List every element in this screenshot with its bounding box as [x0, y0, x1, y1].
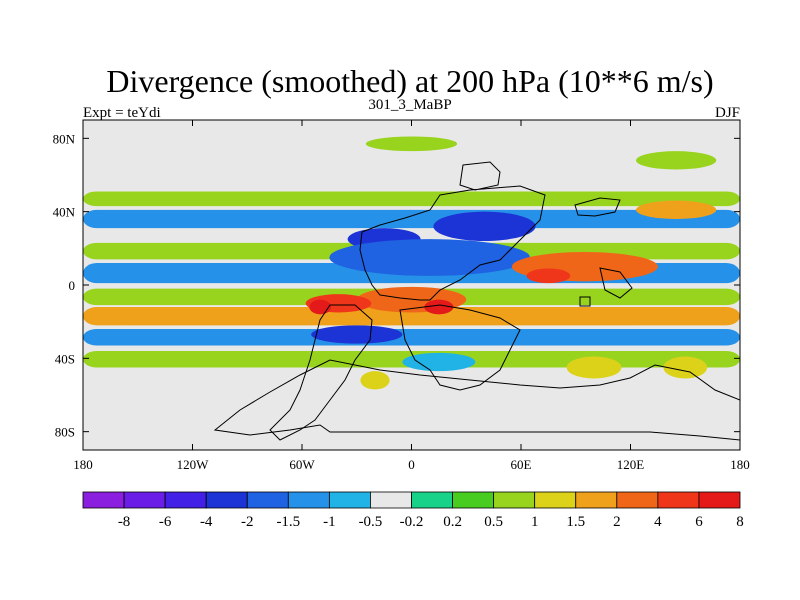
- field-blob: [311, 325, 403, 344]
- x-tick-label: 180: [730, 457, 750, 472]
- coastline-antarctica: [213, 359, 740, 441]
- colorbar-swatch: [575, 491, 618, 509]
- y-tick-label: 80N: [53, 131, 76, 146]
- colorbar-label: 1: [531, 514, 539, 530]
- colorbar-swatch: [411, 491, 453, 509]
- field-blob: [329, 239, 531, 276]
- field-blob: [566, 356, 622, 379]
- y-tick-label: 80S: [55, 425, 75, 440]
- field-blob: [635, 151, 717, 170]
- colorbar-swatch: [164, 491, 207, 509]
- colorbar-swatch: [452, 491, 495, 509]
- field-band: [83, 307, 740, 326]
- colorbar-swatch: [246, 491, 289, 509]
- field-band: [83, 209, 740, 229]
- field-blob: [402, 352, 476, 372]
- colorbar-swatch: [205, 491, 248, 509]
- field-blob: [309, 299, 332, 315]
- field-blob: [635, 200, 717, 219]
- colorbar-swatch: [82, 491, 125, 509]
- colorbar-label: 8: [736, 514, 744, 530]
- field-band: [83, 329, 740, 346]
- colorbar-label: -6: [159, 514, 172, 530]
- coastline-eurasia-africa: [399, 197, 633, 391]
- colorbar-swatch: [328, 491, 371, 509]
- colorbar-swatch: [493, 491, 536, 509]
- colorbar-swatch: [534, 491, 577, 509]
- chart-title: Divergence (smoothed) at 200 hPa (10**6 …: [106, 63, 713, 99]
- coastline-outlines: [213, 161, 740, 441]
- y-axis: 80N 40N 0 40S 80S: [53, 131, 740, 440]
- y-tick-label: 40S: [55, 351, 75, 366]
- colorbar: -8 -6 -4 -2 -1.5 -1 -0.5 -0.2 0.2 0.5 1 1.5 2 4 6 8: [82, 491, 744, 530]
- colorbar-swatch: [123, 491, 166, 509]
- colorbar-label: 1.5: [566, 514, 585, 530]
- field-blob: [663, 356, 708, 379]
- colorbar-label: -1: [323, 514, 336, 530]
- field-band: [83, 376, 740, 395]
- subtitle-right: DJF: [715, 105, 740, 121]
- colorbar-swatch: [287, 491, 330, 509]
- x-tick-label: 120W: [177, 457, 210, 472]
- x-tick-label: 120E: [617, 457, 645, 472]
- field-blob: [433, 211, 536, 241]
- colorbar-label: -8: [118, 514, 131, 530]
- colorbar-label: -1.5: [276, 514, 300, 530]
- divergence-field: [83, 136, 740, 395]
- x-tick-label: 60W: [289, 457, 315, 472]
- colorbar-label: 6: [695, 514, 703, 530]
- colorbar-label: 2: [613, 514, 621, 530]
- colorbar-label: -0.5: [359, 514, 383, 530]
- field-blob: [360, 371, 390, 390]
- plot-area: [83, 120, 740, 450]
- x-tick-label: 60E: [511, 457, 532, 472]
- x-tick-label: 180: [73, 457, 93, 472]
- x-tick-label: 0: [408, 457, 415, 472]
- colorbar-label: 0.5: [484, 514, 503, 530]
- colorbar-label: -2: [241, 514, 254, 530]
- y-tick-label: 40N: [53, 205, 76, 220]
- x-axis: 180 120W 60W 0 60E 120E 180: [73, 120, 750, 472]
- field-blob: [424, 299, 454, 315]
- colorbar-swatch: [657, 491, 700, 509]
- field-blob: [526, 268, 571, 284]
- field-band: [83, 191, 740, 207]
- field-blob: [365, 136, 458, 152]
- plot-background: [83, 120, 740, 450]
- coastline-americas: [269, 161, 546, 441]
- y-tick-label: 0: [69, 278, 76, 293]
- colorbar-label: -0.2: [400, 514, 424, 530]
- colorbar-label: 4: [654, 514, 662, 530]
- subtitle-center: 301_3_MaBP: [368, 97, 451, 113]
- colorbar-swatch: [698, 491, 741, 509]
- colorbar-label: -4: [200, 514, 213, 530]
- colorbar-swatch: [616, 491, 659, 509]
- colorbar-label: 0.2: [443, 514, 462, 530]
- subtitle-left: Expt = teYdi: [83, 105, 161, 121]
- colorbar-swatch: [370, 491, 412, 509]
